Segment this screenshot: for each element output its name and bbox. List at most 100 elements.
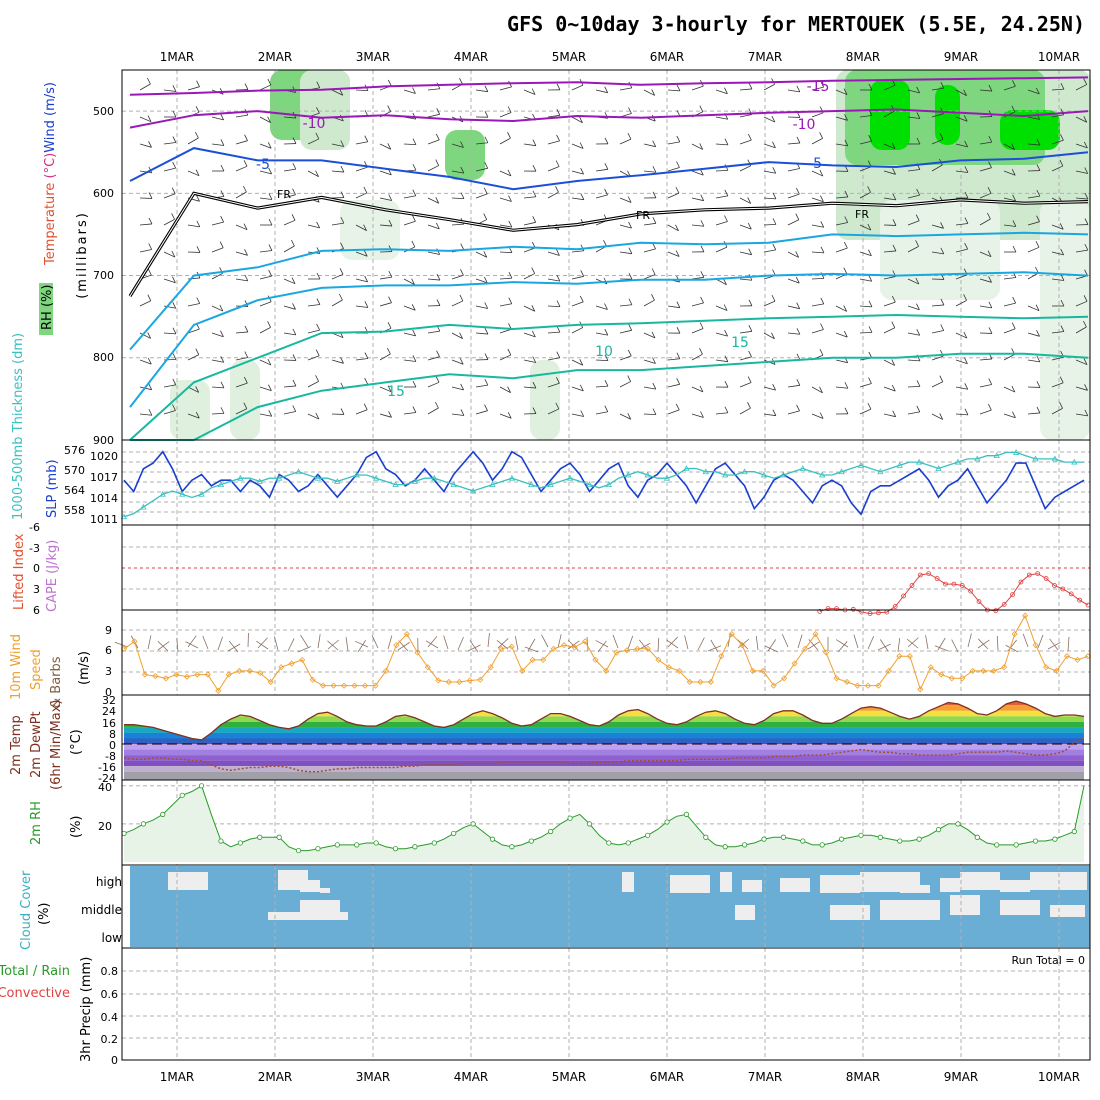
wind-speed-point	[466, 677, 473, 684]
wind-speed-point	[843, 678, 851, 686]
rh-point	[412, 844, 418, 850]
wind-speed-point	[634, 645, 641, 652]
contour-label: FR	[855, 208, 869, 221]
wind-barb	[1049, 638, 1059, 651]
wind-barb	[748, 325, 753, 332]
wind-barb	[1035, 87, 1040, 95]
wind-barb	[475, 410, 488, 415]
wind-barb	[787, 193, 800, 199]
wind-barb	[317, 634, 321, 649]
wind-barb	[1003, 277, 1016, 280]
temp-ylabel: 2m Temp	[9, 715, 24, 775]
rh-point	[703, 834, 709, 840]
freezing-level-line	[129, 192, 1089, 297]
wind-barb	[412, 406, 417, 413]
lifted-index-point	[951, 581, 957, 587]
y-tick-label: 0	[33, 562, 40, 575]
wind-barb	[963, 294, 967, 301]
wind-barb	[883, 170, 896, 175]
wind-barb	[547, 278, 560, 282]
wind-barb	[523, 89, 536, 95]
thickness-point	[198, 490, 205, 497]
wind-barb	[147, 357, 152, 365]
wind-barb	[460, 269, 464, 276]
wind-barb	[176, 638, 179, 653]
wind-barb	[964, 408, 969, 416]
wind-barb	[163, 410, 176, 415]
wind-barb	[523, 386, 536, 389]
wind-barb	[675, 250, 680, 257]
rh-point	[722, 844, 728, 850]
wind-barb	[283, 194, 296, 199]
wind-barb	[1067, 637, 1070, 652]
wind-speed-point	[340, 682, 348, 689]
thickness-point	[392, 481, 399, 488]
wind-barb	[951, 639, 959, 653]
rh-point	[800, 838, 806, 844]
wind-barb	[939, 413, 944, 420]
temp-band	[124, 705, 1084, 711]
wind-barb	[710, 639, 719, 653]
thickness-point	[1071, 458, 1078, 465]
wind-barb	[931, 330, 944, 334]
wind-barb	[619, 87, 632, 91]
wind-barb	[388, 270, 393, 278]
wind-barb	[1011, 143, 1015, 150]
wind-barb	[604, 405, 609, 412]
wind-barb	[843, 330, 848, 338]
wind-barb	[571, 197, 584, 201]
wind-barb	[747, 222, 752, 230]
wind-barb	[748, 299, 753, 306]
rh-point	[838, 836, 845, 842]
wind-barb	[652, 140, 657, 147]
wind-barb	[157, 641, 170, 651]
wind-barb	[571, 116, 583, 124]
wind-barb	[257, 637, 268, 649]
wind-barb	[412, 215, 416, 222]
wind-speed-point	[194, 671, 201, 678]
lifted-index-point	[1060, 586, 1066, 592]
wind-barb	[556, 109, 561, 116]
wind-barb	[724, 189, 729, 197]
wind-barb	[699, 322, 704, 329]
wind-barb	[1003, 85, 1016, 91]
thickness-point	[741, 468, 748, 475]
wind-barb	[1027, 116, 1040, 120]
wind-barb	[171, 213, 175, 220]
wind-barb	[739, 330, 752, 334]
wind-barb	[835, 143, 848, 147]
wind-barb	[475, 193, 488, 199]
wind-barb	[627, 635, 634, 650]
wind-barb	[220, 356, 225, 363]
wind-barb	[916, 188, 921, 196]
wind-barb	[628, 273, 633, 280]
wind-barb	[484, 378, 489, 386]
wind-barb	[715, 278, 727, 286]
wind-barb	[283, 385, 296, 388]
wind-barb	[715, 359, 728, 363]
wind-barb	[819, 348, 824, 356]
rh-shade-area	[300, 70, 350, 150]
wind-speed-point	[655, 656, 662, 663]
wind-barb	[1027, 272, 1039, 280]
wind-barb	[507, 106, 512, 113]
wind-barb	[787, 410, 800, 415]
wind-barb	[787, 219, 799, 226]
wind-speed-point	[739, 642, 746, 649]
thickness-point	[314, 474, 322, 481]
wind-barb	[388, 296, 392, 303]
temp-band	[124, 755, 1084, 761]
wind-barb	[355, 358, 368, 361]
wind-barb	[763, 116, 776, 123]
isotherm-line	[129, 313, 1089, 441]
precip-panel: Run Total = 0 0.8 0.6 0.4 0.2 0 Total / …	[0, 947, 1091, 1067]
wind-barb	[387, 635, 393, 650]
wind-barb	[451, 300, 464, 307]
lifted-index-point	[993, 608, 999, 614]
wind-barb	[763, 143, 776, 149]
wind-barb	[907, 411, 920, 415]
wind-speed-point	[550, 645, 557, 652]
rh-point	[140, 821, 146, 827]
wind-barb	[571, 327, 583, 334]
wind10m-panel: 0 3 6 9 10m Wind Speed & Barbs (m/s)	[9, 609, 1092, 708]
